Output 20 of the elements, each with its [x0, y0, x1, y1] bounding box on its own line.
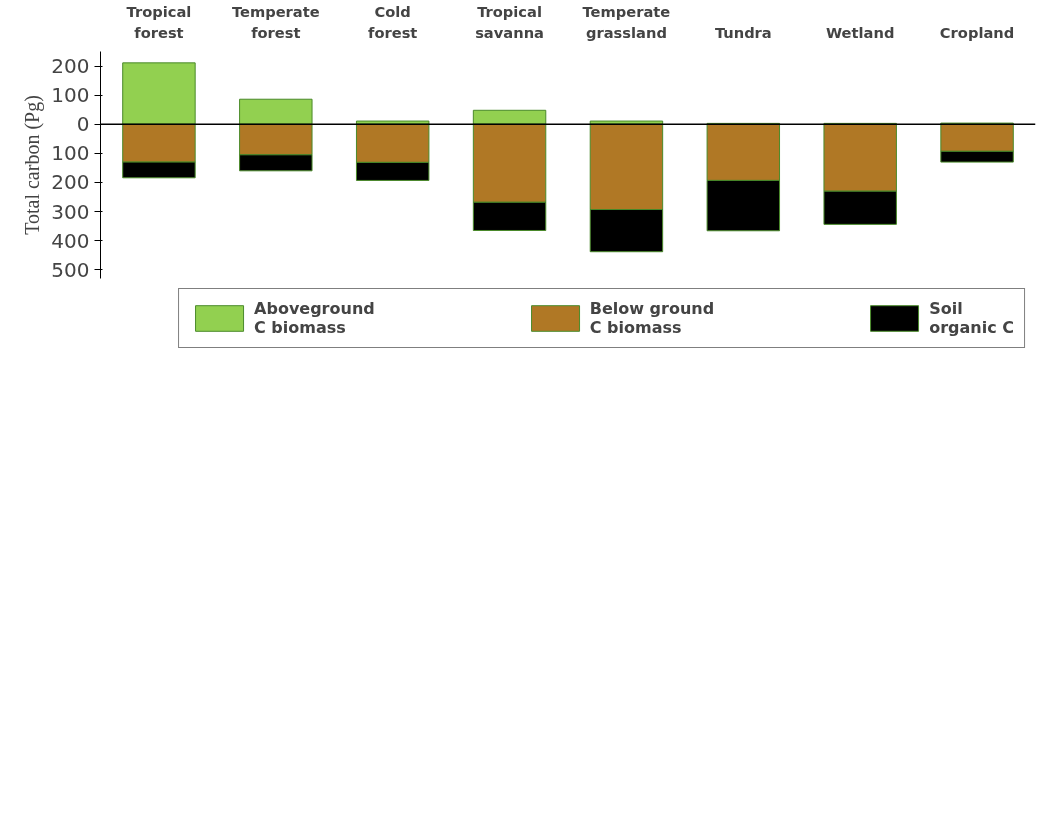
y-tick-label: 100	[51, 83, 90, 108]
x-tick-label: Temperate grassland	[582, 3, 671, 41]
y-tick-label: 100	[51, 141, 90, 166]
y-axis-title: Total carbon (Pg)	[21, 95, 45, 235]
y-tick-label: 400	[51, 228, 90, 253]
x-tick-label: Tropical savanna	[475, 3, 544, 41]
y-tick-label: 300	[51, 199, 90, 224]
x-tick-label: Cold forest	[368, 3, 418, 41]
y-tick-label: 0	[76, 112, 90, 137]
y-tick-label: 200	[51, 54, 90, 79]
x-tick-label: Tundra	[714, 23, 772, 41]
x-tick-label: Temperate forest	[231, 3, 320, 41]
legend-label: Aboveground C biomass	[254, 299, 375, 337]
y-tick-label: 500	[51, 257, 90, 282]
legend-label: Below ground C biomass	[589, 299, 715, 337]
y-tick-label: 200	[51, 170, 90, 195]
legend-label: Soil organic C	[929, 299, 1014, 337]
x-tick-label: Cropland	[939, 23, 1015, 41]
x-tick-label: Wetland	[825, 23, 895, 41]
x-tick-label: Tropical forest	[126, 3, 192, 41]
